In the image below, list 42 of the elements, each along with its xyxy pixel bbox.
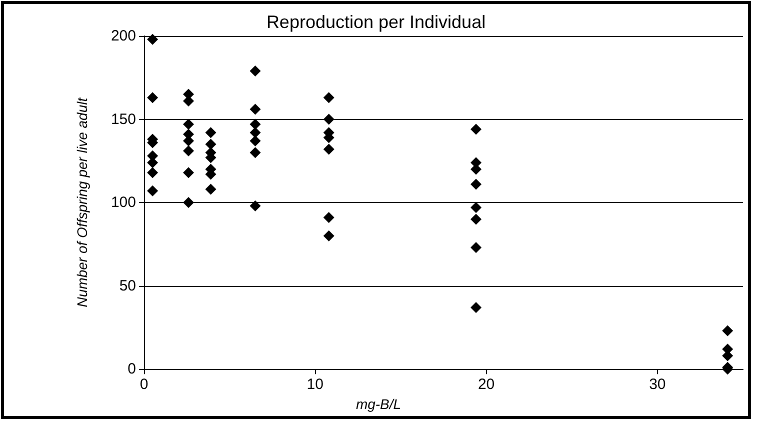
- point: [250, 118, 261, 130]
- point: [470, 214, 482, 225]
- point: [323, 212, 334, 224]
- point: [323, 114, 334, 125]
- point: [147, 92, 158, 104]
- y-tick-label: 100: [110, 194, 136, 212]
- point: [722, 325, 734, 336]
- point: [470, 124, 482, 135]
- y-tick-label: 150: [110, 110, 136, 128]
- chart-title: Reproduction per Individual: [266, 12, 486, 32]
- point: [323, 230, 334, 242]
- y-axis-title: Number of Offspring per live adult: [74, 96, 90, 308]
- point: [470, 202, 482, 214]
- point: [205, 127, 216, 138]
- y-tick-label: 50: [119, 277, 136, 294]
- y-tick-label: 0: [128, 360, 136, 378]
- point: [205, 138, 216, 150]
- point: [250, 127, 261, 138]
- point: [470, 302, 482, 313]
- point: [470, 178, 482, 190]
- point: [147, 34, 158, 45]
- point: [182, 197, 194, 208]
- point: [182, 145, 194, 156]
- point: [323, 144, 334, 155]
- point: [250, 104, 261, 115]
- x-tick-label: 10: [306, 376, 324, 394]
- point: [250, 147, 261, 158]
- point: [323, 92, 334, 104]
- x-tick-label: 30: [649, 376, 666, 394]
- point: [205, 184, 216, 195]
- point: [182, 118, 194, 130]
- point: [250, 135, 261, 146]
- point: [147, 167, 158, 178]
- point: [147, 185, 158, 196]
- point: [250, 65, 261, 76]
- x-tick-label: 20: [478, 376, 495, 394]
- y-tick-label: 200: [110, 28, 136, 44]
- point: [182, 167, 194, 178]
- x-axis-title: mg-B/L: [356, 396, 402, 412]
- point: [470, 242, 482, 254]
- point: [250, 200, 261, 212]
- x-tick-label: 0: [140, 376, 148, 394]
